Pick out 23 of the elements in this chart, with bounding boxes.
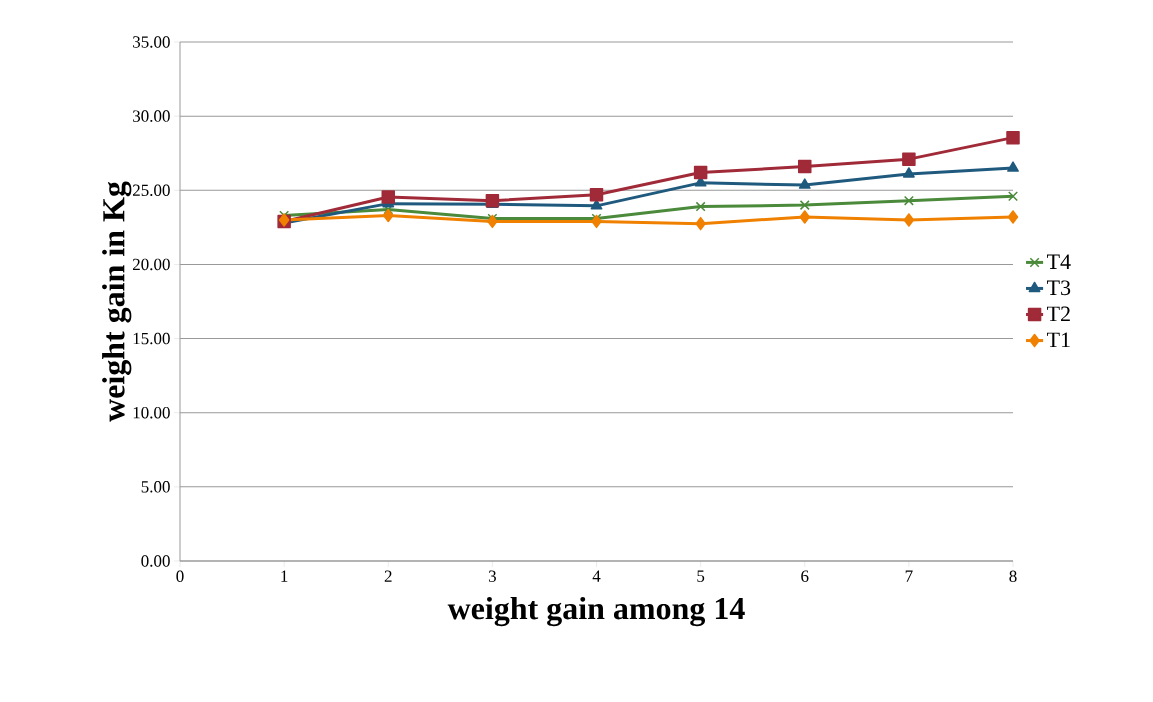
x-tick-label: 5 — [697, 570, 705, 582]
y-tick-label: 30.00 — [133, 110, 170, 122]
y-tick-label: 35.00 — [133, 36, 170, 48]
legend-label: T2 — [1047, 306, 1070, 322]
x-tick-label: 7 — [905, 570, 913, 582]
y-axis-title: weight gain in Kg — [102, 181, 132, 422]
x-tick-label: 4 — [592, 570, 601, 582]
y-tick-label: 0.00 — [141, 555, 170, 567]
x-tick-label: 2 — [384, 570, 392, 582]
y-tick-label: 20.00 — [132, 258, 170, 271]
legend-label: T4 — [1047, 254, 1071, 269]
x-axis-title: weight gain among 14 — [447, 596, 745, 627]
x-tick-label: 0 — [176, 570, 184, 583]
x-tick-label: 8 — [1009, 570, 1017, 583]
x-tick-label: 6 — [801, 570, 809, 582]
x-tick-label: 3 — [488, 570, 496, 582]
x-tick-label: 1 — [281, 570, 288, 582]
y-tick-label: 25.00 — [132, 184, 170, 197]
y-tick-label: 15.00 — [133, 332, 170, 345]
y-tick-label: 5.00 — [141, 481, 170, 493]
legend-label: T3 — [1047, 280, 1071, 296]
legend-label: T1 — [1047, 332, 1070, 348]
y-tick-label: 10.00 — [133, 406, 170, 419]
